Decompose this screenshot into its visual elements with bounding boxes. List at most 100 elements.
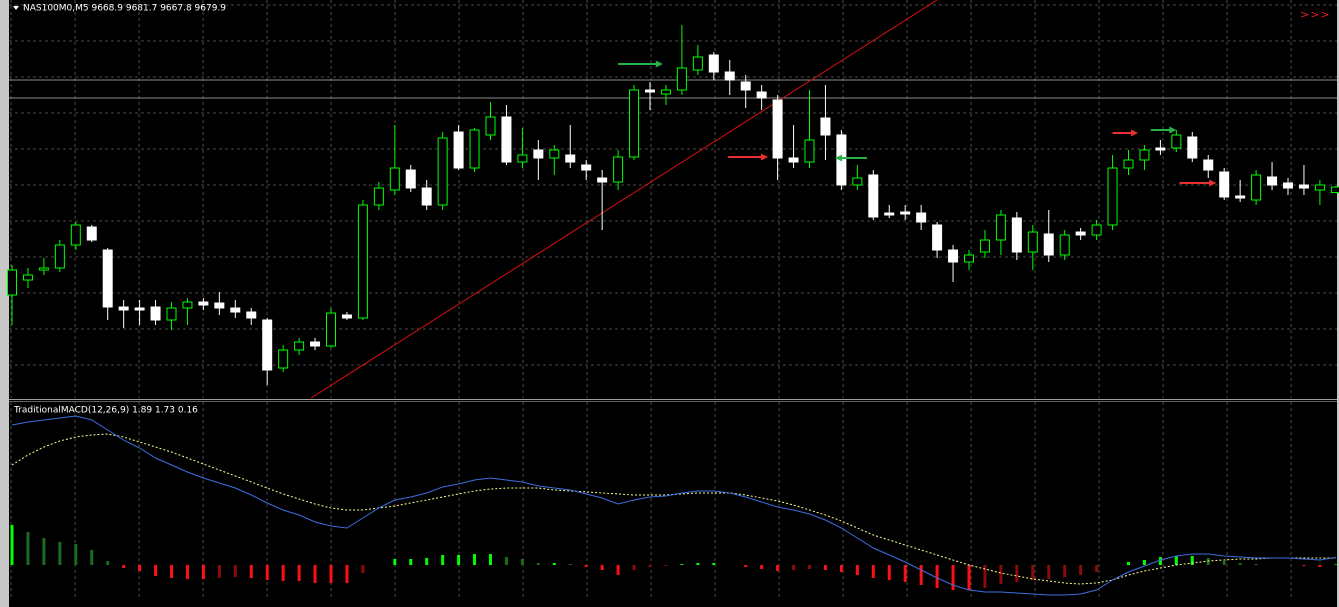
histogram-bar: [1063, 565, 1067, 577]
candle-body: [389, 167, 400, 191]
histogram-bar: [345, 565, 349, 583]
candle-body: [645, 89, 655, 93]
histogram-bar: [1047, 565, 1051, 579]
histogram-bar: [393, 559, 397, 565]
histogram-bar: [1318, 565, 1322, 567]
candle-body: [54, 244, 65, 269]
candle-body: [485, 116, 496, 136]
candle-body: [118, 306, 129, 311]
histogram-bar: [839, 565, 843, 572]
arrow-head: [1209, 179, 1217, 187]
histogram-bar: [122, 565, 126, 568]
indicator-title: TraditionalMACD(12,26,9) 1.89 1.73 0.16: [13, 406, 198, 416]
candle-body: [405, 169, 416, 189]
trendline: [310, 0, 938, 399]
histogram-bar: [1238, 563, 1242, 565]
histogram-bar: [664, 565, 668, 566]
candle-body: [134, 307, 145, 311]
histogram-bar: [473, 554, 477, 565]
histogram-bar: [1142, 560, 1146, 565]
histogram-bar: [1334, 564, 1338, 565]
candle-body: [326, 312, 336, 347]
candle-body: [676, 67, 687, 91]
histogram-bar: [1095, 565, 1099, 572]
candle-body: [868, 174, 879, 218]
candle-body: [38, 267, 49, 271]
histogram-bar: [584, 565, 588, 567]
candle-body: [549, 149, 560, 159]
scroll-marker[interactable]: >>>: [1300, 8, 1331, 21]
histogram-bar: [201, 565, 205, 579]
histogram-bar: [1015, 565, 1019, 582]
histogram-bar: [233, 565, 237, 577]
candle-body: [246, 311, 257, 319]
histogram-bar: [919, 565, 923, 585]
macd-panel: [10, 415, 1338, 596]
candle-body: [1171, 134, 1182, 149]
candle-body: [581, 164, 592, 171]
histogram-bar: [520, 559, 524, 565]
candle-body: [932, 224, 943, 251]
candle-body: [230, 307, 241, 313]
candle-body: [1203, 159, 1214, 171]
arrow-head: [1169, 126, 1177, 134]
candle-body: [86, 226, 97, 241]
candle-body: [660, 89, 671, 95]
histogram-bar: [26, 532, 30, 565]
candle-body: [1075, 231, 1086, 236]
candle-body: [1187, 136, 1198, 159]
candle-body: [900, 211, 911, 215]
histogram-bar: [935, 565, 939, 588]
histogram-bar: [887, 565, 891, 580]
candle-body: [613, 156, 624, 183]
histogram-bar: [568, 564, 572, 565]
histogram-bar: [281, 565, 285, 581]
histogram-bar: [10, 525, 14, 565]
candle-body: [1219, 171, 1230, 198]
candle-body: [964, 254, 974, 263]
histogram-bar: [90, 550, 94, 565]
histogram-bar: [1158, 557, 1162, 565]
histogram-bar: [313, 565, 317, 583]
candle-body: [1123, 159, 1134, 169]
candle-body: [708, 54, 719, 73]
histogram-bar: [696, 563, 700, 565]
histogram-bar: [1079, 565, 1083, 575]
histogram-bar: [536, 563, 540, 565]
histogram-bar: [106, 561, 110, 565]
candle-body: [916, 212, 927, 223]
menu-triangle[interactable]: [13, 6, 19, 10]
candle-body: [804, 139, 815, 163]
histogram-bar: [855, 565, 859, 575]
candle-body: [995, 214, 1006, 241]
histogram-bar: [600, 565, 604, 570]
candle-body: [198, 301, 209, 306]
candle-body: [453, 131, 464, 169]
histogram-bar: [648, 565, 652, 567]
histogram-bar: [42, 538, 46, 565]
candle-body: [979, 239, 990, 253]
candle-body: [1139, 149, 1150, 161]
candle-body: [1091, 224, 1102, 236]
histogram-bar: [265, 565, 269, 580]
histogram-bar: [217, 565, 221, 578]
histogram-bar: [776, 565, 780, 571]
histogram-bar: [792, 565, 796, 570]
histogram-bar: [999, 565, 1003, 584]
histogram-bar: [409, 559, 413, 565]
price-panel: [7, 0, 1339, 399]
histogram-bar: [760, 565, 764, 569]
candle-body: [437, 137, 448, 206]
histogram-bar: [1190, 556, 1194, 565]
histogram-bar: [632, 565, 636, 570]
candle-body: [310, 341, 321, 347]
candle-body: [740, 81, 751, 91]
candle-body: [1107, 167, 1118, 226]
candle-body: [772, 99, 783, 159]
histogram-bar: [1222, 561, 1226, 565]
candle-body: [852, 177, 863, 186]
candle-body: [1298, 184, 1309, 189]
histogram-bar: [903, 565, 907, 582]
candle-body: [262, 319, 273, 371]
candle-body: [597, 177, 608, 183]
